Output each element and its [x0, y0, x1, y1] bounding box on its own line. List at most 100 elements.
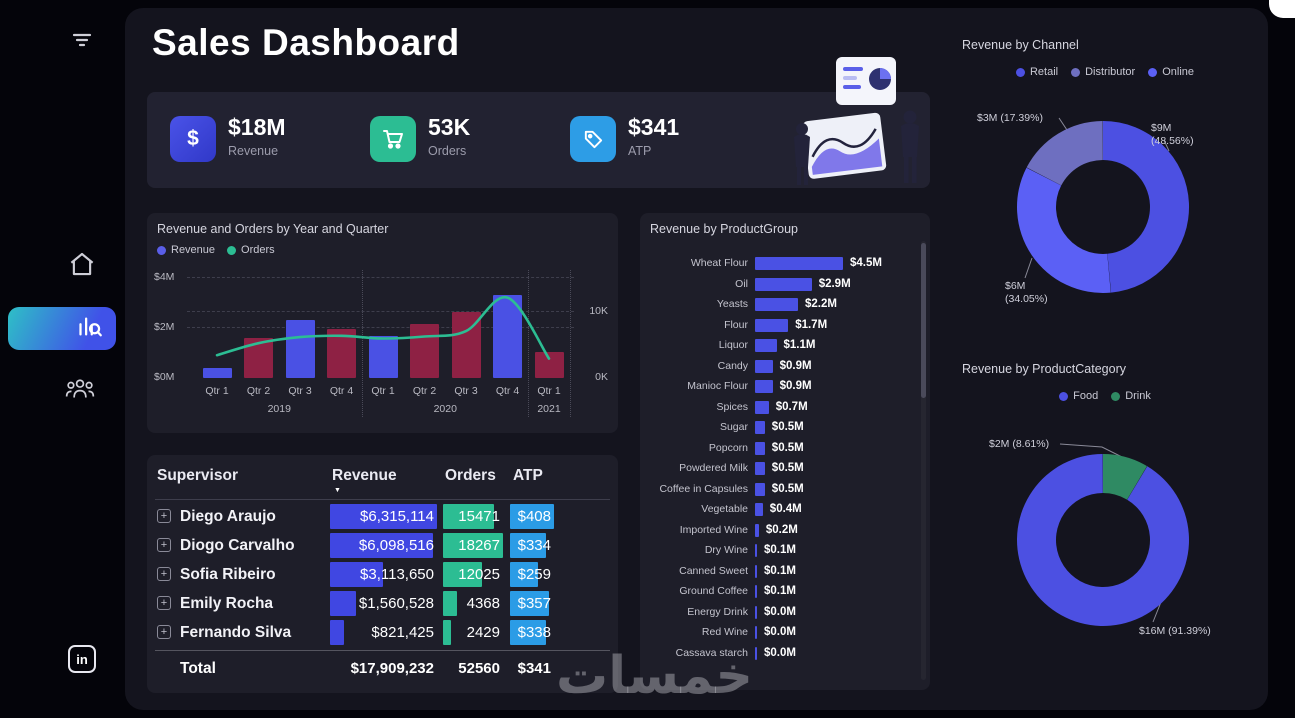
combo-plot-area: Qtr 1 Qtr 2 Qtr 3 Qtr 4 Qtr 1 Qtr 2 Qtr 3 Qtr 4…: [147, 213, 618, 433]
column-header-revenue[interactable]: Revenue: [332, 467, 397, 484]
legend-dot: [227, 245, 237, 255]
data-bar: [330, 533, 434, 558]
donut-slice-retail[interactable]: [1103, 120, 1190, 293]
revenue-bar[interactable]: [410, 323, 439, 378]
product-row[interactable]: Ground Coffee $0.1M: [650, 584, 918, 604]
product-label: Coffee in Capsules: [659, 482, 748, 495]
supervisor-name: Diego Araujo: [180, 508, 276, 525]
table-row[interactable]: + Emily Rocha $1,560,528 4368 $357: [147, 589, 618, 618]
product-row[interactable]: Energy Drink $0.0M: [650, 605, 918, 625]
legend-item-online[interactable]: Online: [1148, 66, 1194, 78]
shopping-cart-icon: [370, 116, 416, 162]
product-row[interactable]: Cassava starch $0.0M: [650, 646, 918, 666]
expand-icon[interactable]: +: [157, 567, 171, 581]
expand-icon[interactable]: +: [157, 538, 171, 552]
product-row[interactable]: Candy $0.9M: [650, 359, 918, 379]
revenue-bar[interactable]: [327, 328, 356, 378]
page-corner-notch: [1269, 0, 1295, 18]
legend-item-food[interactable]: Food: [1059, 390, 1098, 402]
data-bar: [330, 620, 344, 645]
revenue-bar[interactable]: [493, 294, 522, 378]
revenue-bar[interactable]: [202, 367, 232, 378]
product-bar: [755, 339, 777, 352]
column-header-orders[interactable]: Orders: [445, 467, 496, 484]
product-row[interactable]: Canned Sweet $0.1M: [650, 564, 918, 584]
product-row[interactable]: Manioc Flour $0.9M: [650, 379, 918, 399]
table-row[interactable]: + Fernando Silva $821,425 2429 $338: [147, 618, 618, 647]
supervisor-name: Diogo Carvalho: [180, 537, 295, 554]
callout-drink: $2M (8.61%): [989, 438, 1050, 450]
total-row: Total $17,909,232 52560 $341: [147, 654, 618, 684]
product-row[interactable]: Imported Wine $0.2M: [650, 523, 918, 543]
table-row[interactable]: + Diogo Carvalho $6,098,516 18267 $334: [147, 531, 618, 560]
y-axis-label: $4M: [154, 271, 175, 283]
product-row[interactable]: Red Wine $0.0M: [650, 625, 918, 645]
revenue-bar[interactable]: [285, 319, 315, 378]
product-row[interactable]: Spices $0.7M: [650, 400, 918, 420]
product-row[interactable]: Dry Wine $0.1M: [650, 543, 918, 563]
x-axis-quarter-label: Qtr 4: [495, 385, 520, 397]
cell-value: 2429: [466, 624, 500, 641]
expand-icon[interactable]: +: [157, 596, 171, 610]
donut-slice-food[interactable]: [1017, 454, 1190, 626]
total-atp: $341: [517, 660, 551, 677]
column-header-atp[interactable]: ATP: [513, 467, 543, 484]
expand-icon[interactable]: +: [157, 625, 171, 639]
scrollbar-track[interactable]: [921, 241, 926, 680]
product-row[interactable]: Oil $2.9M: [650, 277, 918, 297]
home-icon[interactable]: [67, 249, 97, 284]
product-bar: [755, 564, 757, 578]
donut-slice-online[interactable]: [1016, 167, 1111, 294]
atp-cell: $259: [510, 562, 554, 587]
total-divider: [155, 650, 610, 651]
combo-chart-card: Revenue and Orders by Year and Quarter R…: [147, 213, 618, 433]
price-tag-icon: [570, 116, 616, 162]
product-label: Cassava starch: [675, 646, 748, 659]
product-value: $0.9M: [779, 359, 812, 372]
data-bar: [510, 620, 547, 645]
revenue-bar[interactable]: [244, 337, 273, 378]
product-row[interactable]: Wheat Flour $4.5M: [650, 256, 918, 276]
donut-slice-distributor[interactable]: [1026, 121, 1103, 186]
cell-value: $338: [517, 624, 551, 641]
product-row[interactable]: Vegetable $0.4M: [650, 502, 918, 522]
product-bar: [755, 298, 798, 311]
donut-slice-drink[interactable]: [1103, 454, 1147, 500]
legend-item-orders[interactable]: Orders: [227, 244, 275, 256]
expand-icon[interactable]: +: [157, 509, 171, 523]
table-row[interactable]: + Diego Araujo $6,315,114 15471 $408: [147, 502, 618, 531]
product-row[interactable]: Sugar $0.5M: [650, 420, 918, 440]
product-row[interactable]: Coffee in Capsules $0.5M: [650, 482, 918, 502]
legend-item-distributor[interactable]: Distributor: [1071, 66, 1135, 78]
column-header-supervisor[interactable]: Supervisor: [157, 467, 238, 484]
product-row[interactable]: Flour $1.7M: [650, 318, 918, 338]
product-row[interactable]: Popcorn $0.5M: [650, 441, 918, 461]
product-label: Ground Coffee: [679, 585, 748, 597]
legend-item-retail[interactable]: Retail: [1015, 66, 1058, 78]
people-icon[interactable]: [64, 376, 96, 407]
product-bar: [755, 441, 765, 455]
sidebar-item-analytics-active[interactable]: [8, 307, 116, 350]
linkedin-icon[interactable]: in: [68, 645, 96, 673]
product-row[interactable]: Powdered Milk $0.5M: [650, 461, 918, 481]
table-row[interactable]: + Sofia Ribeiro $3,113,650 12025 $259: [147, 560, 618, 589]
x-axis-quarter-label: Qtr 1: [537, 385, 561, 397]
product-row[interactable]: Liquor $1.1M: [650, 338, 918, 358]
legend-item-revenue[interactable]: Revenue: [157, 244, 215, 256]
filter-icon[interactable]: [70, 28, 94, 57]
data-bar: [330, 504, 437, 529]
kpi-revenue: $ $18M Revenue: [170, 114, 340, 164]
cell-value: $6,315,114: [360, 508, 434, 525]
product-value: $0.5M: [771, 482, 804, 495]
revenue-bar[interactable]: [368, 336, 398, 378]
channel-donut-chart: [1016, 117, 1190, 294]
legend-item-drink[interactable]: Drink: [1111, 390, 1151, 402]
revenue-bar[interactable]: [451, 312, 481, 378]
kpi-atp: $341 ATP: [570, 114, 740, 164]
scrollbar-thumb[interactable]: [921, 243, 926, 398]
product-bar: [755, 400, 769, 414]
product-label: Liquor: [718, 339, 748, 351]
data-bar: [443, 591, 458, 616]
product-row[interactable]: Yeasts $2.2M: [650, 297, 918, 317]
revenue-bar[interactable]: [534, 351, 564, 378]
